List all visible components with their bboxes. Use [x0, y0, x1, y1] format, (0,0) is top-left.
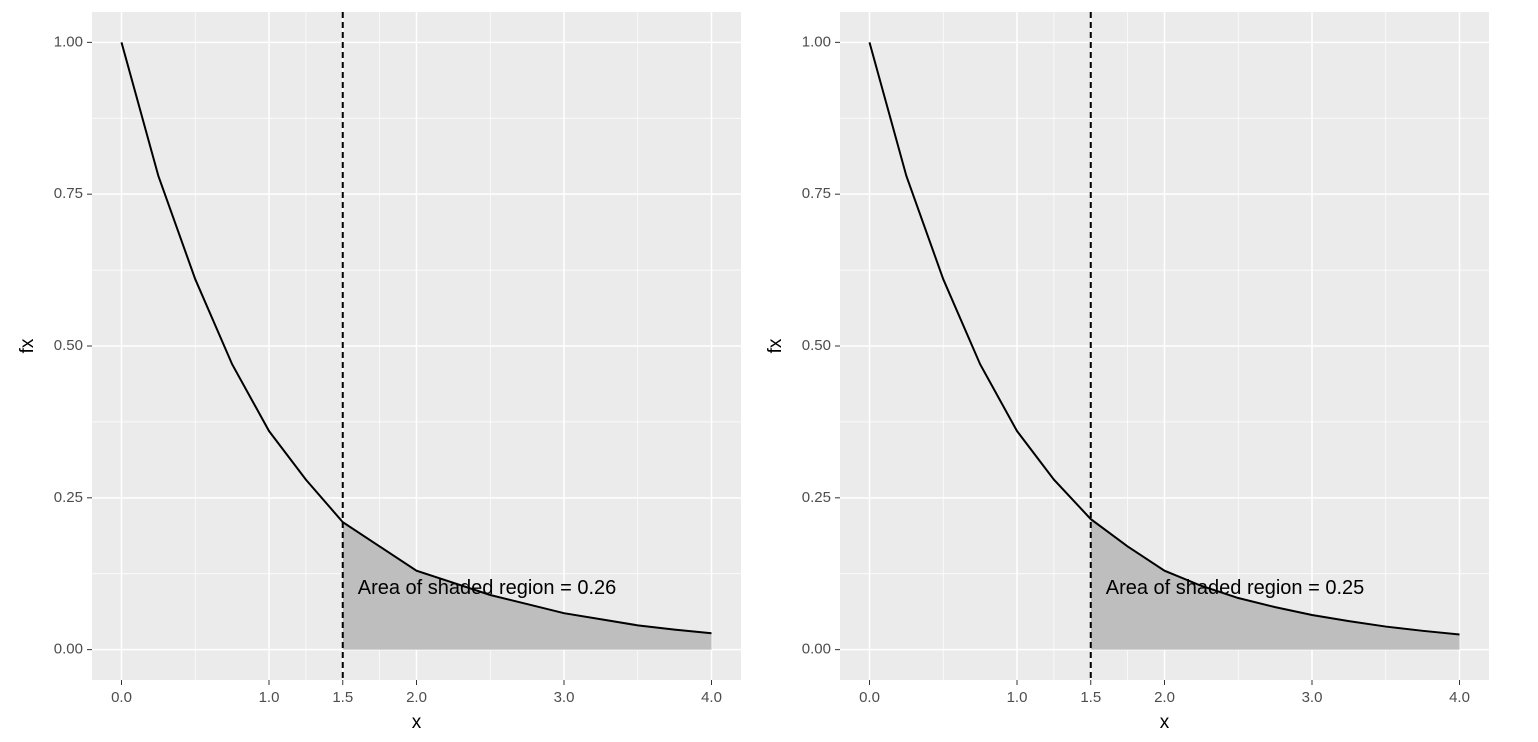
y-tick-label: 0.75 — [802, 185, 831, 202]
y-axis-title: fx — [17, 338, 38, 353]
shaded-area — [342, 522, 712, 650]
annotation: Area of shaded region = 0.26 — [358, 577, 617, 599]
y-tick-label: 0.00 — [802, 641, 831, 658]
x-axis-title: x — [1160, 712, 1170, 733]
y-tick-label: 0.50 — [802, 337, 831, 354]
x-tick-label: 1.0 — [1007, 689, 1028, 706]
x-tick-label: 0.0 — [111, 689, 132, 706]
x-tick-label: 4.0 — [1449, 689, 1470, 706]
y-tick-label: 0.25 — [802, 489, 831, 506]
y-tick-label: 0.75 — [54, 185, 83, 202]
y-tick-label: 1.00 — [54, 33, 83, 50]
y-tick-label: 0.00 — [54, 641, 83, 658]
x-tick-label: 4.0 — [701, 689, 722, 706]
x-axis-title: x — [412, 712, 422, 733]
density-line — [868, 42, 1460, 636]
x-tick-label: 2.0 — [406, 689, 427, 706]
y-tick-label: 1.00 — [802, 33, 831, 50]
x-tick-label: 2.0 — [1154, 689, 1175, 706]
density-line — [120, 42, 712, 635]
y-tick-label: 0.25 — [54, 489, 83, 506]
x-tick-label: 3.0 — [1302, 689, 1323, 706]
y-axis-title: fx — [765, 338, 786, 353]
y-tick-label: 0.50 — [54, 337, 83, 354]
annotation: Area of shaded region = 0.25 — [1106, 577, 1365, 599]
shaded-area — [1090, 519, 1460, 650]
x-tick-label: 3.0 — [554, 689, 575, 706]
x-tick-label: 0.0 — [859, 689, 880, 706]
x-tick-label: 1.5 — [1080, 689, 1101, 706]
x-tick-label: 1.0 — [259, 689, 280, 706]
x-tick-label: 1.5 — [332, 689, 353, 706]
